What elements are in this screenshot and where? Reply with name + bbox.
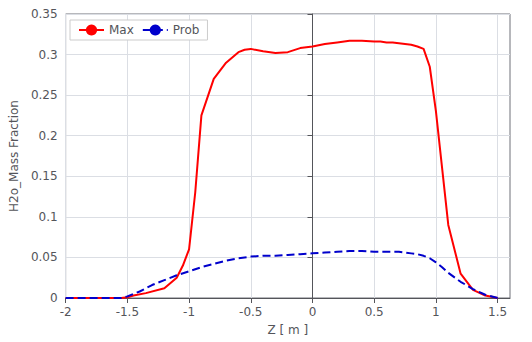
svg-text:0.5: 0.5: [365, 305, 384, 319]
svg-text:0.1: 0.1: [39, 210, 58, 224]
svg-text:-1.5: -1.5: [116, 305, 139, 319]
svg-text:0.3: 0.3: [39, 48, 58, 62]
svg-text:Z [ m ]: Z [ m ]: [267, 323, 308, 337]
svg-text:H2o_Mass Fraction: H2o_Mass Fraction: [7, 100, 21, 212]
svg-text:1: 1: [432, 305, 440, 319]
svg-text:-1: -1: [183, 305, 195, 319]
svg-text:0.35: 0.35: [31, 7, 58, 21]
svg-text:0.15: 0.15: [31, 169, 58, 183]
svg-text:Max: Max: [109, 23, 134, 37]
svg-text:-0.5: -0.5: [239, 305, 262, 319]
svg-text:-2: -2: [60, 305, 72, 319]
svg-text:0: 0: [50, 291, 58, 305]
svg-text:0.05: 0.05: [31, 250, 58, 264]
svg-text:0.25: 0.25: [31, 88, 58, 102]
svg-text:Prob: Prob: [173, 23, 200, 37]
svg-text:1.5: 1.5: [488, 305, 507, 319]
svg-text:0: 0: [309, 305, 317, 319]
svg-text:0.2: 0.2: [39, 129, 58, 143]
